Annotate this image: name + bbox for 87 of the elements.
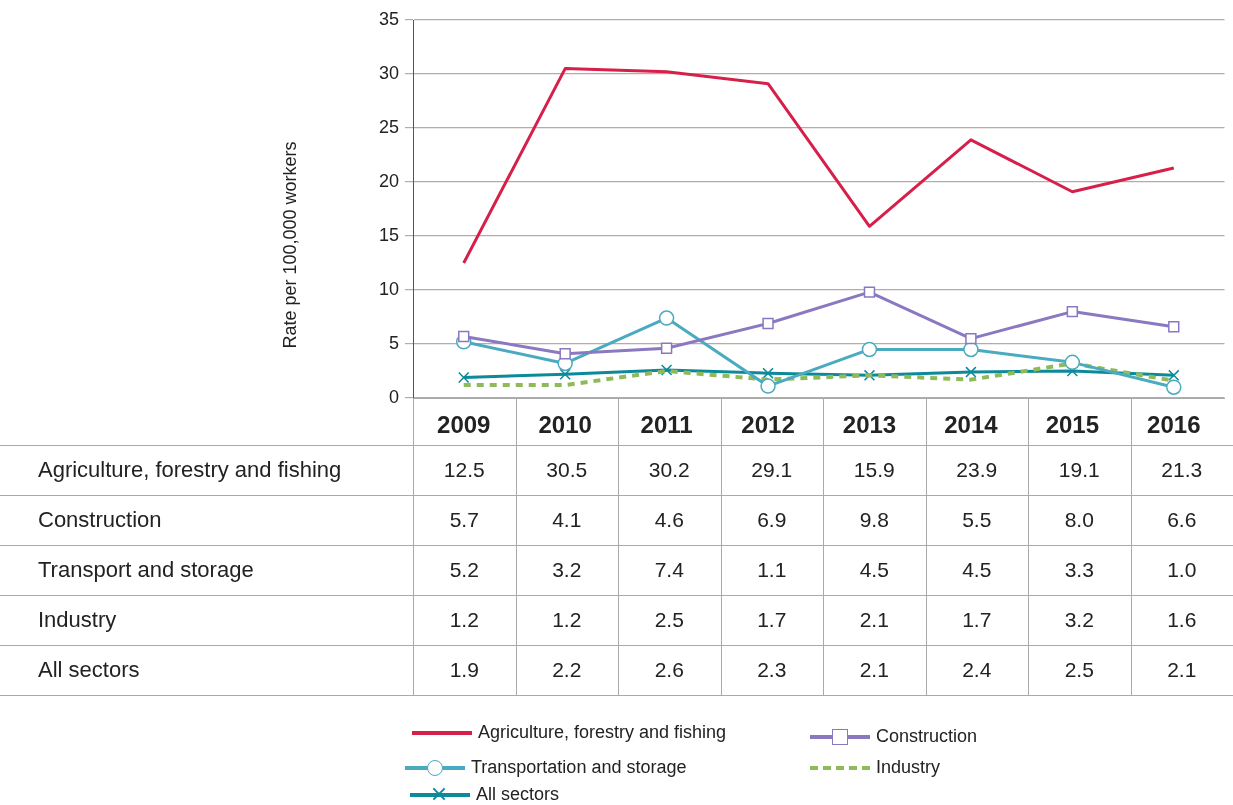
x-tick-label: 2012 (741, 411, 795, 439)
data-label: 2.3 (756, 657, 788, 683)
y-tick-label: 15 (378, 224, 399, 245)
data-label: 2.5 (653, 607, 685, 633)
data-label: 30.5 (545, 457, 589, 483)
legend-label: Transportation and storage (471, 757, 687, 778)
point (965, 332, 977, 345)
point (1066, 305, 1079, 318)
point (1064, 354, 1081, 371)
data-label: 6.9 (756, 507, 788, 533)
y-tick-label: 30 (378, 62, 399, 83)
data-label: 7.4 (653, 557, 685, 583)
text: All sectors (38, 656, 141, 684)
data-label: 1.0 (1166, 557, 1198, 583)
point (1166, 379, 1182, 395)
data-label: 19.1 (1057, 457, 1101, 483)
legend-label: All sectors (476, 784, 560, 805)
data-label: 1.7 (756, 607, 788, 633)
point (660, 364, 673, 376)
point (863, 286, 876, 298)
data-label: 1.2 (551, 607, 583, 633)
point (863, 369, 876, 382)
point (760, 378, 776, 394)
y-tick-label: 35 (378, 8, 399, 29)
point (1168, 369, 1180, 382)
data-label: 12.5 (442, 457, 486, 483)
data-label: 23.9 (955, 457, 999, 483)
legend-label: Industry (876, 757, 941, 778)
data-label: 4.5 (961, 557, 993, 583)
data-label: 3.2 (551, 557, 583, 583)
data-label: 5.7 (448, 507, 480, 533)
data-label: 1.6 (1166, 607, 1198, 633)
data-label: 29.1 (750, 457, 794, 483)
x-tick-label: 2009 (437, 411, 491, 439)
point (559, 368, 571, 380)
data-label: 3.3 (1063, 557, 1095, 583)
data-label: 2.6 (653, 657, 685, 683)
point (1168, 321, 1180, 333)
point (965, 366, 977, 378)
point (658, 310, 675, 326)
data-label: 9.8 (858, 507, 890, 533)
data-label: 1.1 (756, 557, 788, 583)
y-tick-label: 25 (378, 116, 399, 137)
data-label: 2.1 (858, 657, 890, 683)
x-tick-label: 2015 (1045, 411, 1100, 439)
x-tick-label: 2016 (1147, 411, 1201, 439)
data-label: 8.0 (1063, 507, 1095, 533)
data-label: 1.9 (448, 657, 480, 683)
y-tick-label: 5 (388, 332, 399, 353)
data-label: 5.2 (448, 557, 480, 583)
y-tick-label: 20 (378, 170, 399, 191)
x-tick-label: 2011 (640, 411, 693, 439)
data-label: 1.7 (961, 607, 993, 633)
text: Industry (38, 606, 118, 634)
point (762, 367, 774, 379)
point (559, 348, 571, 360)
data-label: 21.3 (1160, 457, 1204, 483)
data-label: 1.2 (448, 607, 480, 633)
legend-label: Agriculture, forestry and fishing (478, 722, 727, 743)
text: Construction (38, 506, 163, 534)
x-tick-label: 2014 (944, 411, 999, 439)
data-label: 4.5 (858, 557, 890, 583)
x-tick-label: 2010 (538, 411, 592, 439)
text: Agriculture, forestry and fishing (38, 456, 343, 484)
point (861, 341, 878, 358)
data-label: 2.1 (858, 607, 890, 633)
y-tick-label: 0 (388, 386, 399, 407)
data-label: 2.4 (961, 657, 993, 683)
point (762, 317, 774, 330)
x-tick-label: 2013 (842, 411, 897, 439)
data-label: 30.2 (647, 457, 691, 483)
point (660, 342, 673, 355)
data-label: 4.1 (551, 507, 583, 533)
data-label: 6.6 (1166, 507, 1198, 533)
data-label: 2.1 (1166, 657, 1198, 683)
data-label: 4.6 (653, 507, 685, 533)
point (458, 330, 470, 343)
y-axis-title: Rate per 100,000 workers (279, 141, 301, 349)
data-label: 5.5 (961, 507, 993, 533)
data-label: 2.2 (551, 657, 583, 683)
legend-label: Construction (876, 726, 978, 747)
data-label: 15.9 (852, 457, 896, 483)
y-tick-label: 10 (378, 278, 399, 299)
data-label: 2.5 (1063, 657, 1095, 683)
point (458, 371, 470, 384)
text: Transport and storage (38, 556, 255, 584)
data-label: 3.2 (1063, 607, 1095, 633)
